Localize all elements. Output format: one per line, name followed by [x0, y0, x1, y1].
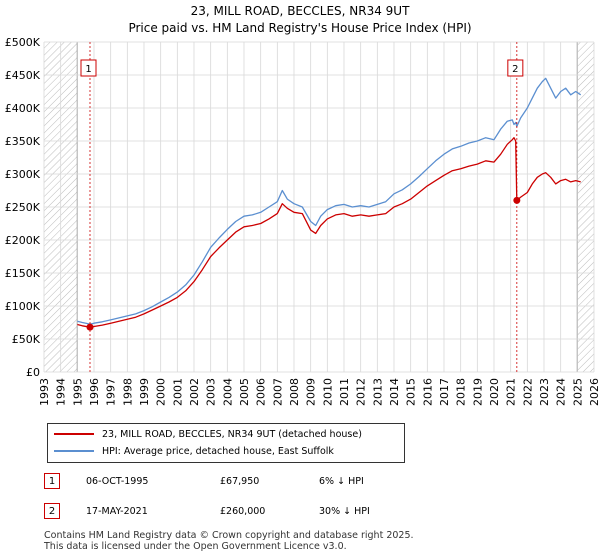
x-tick-label: 2022 [521, 378, 534, 406]
x-tick-label: 2000 [155, 378, 168, 406]
x-tick-label: 2014 [388, 378, 401, 406]
legend-item-property: 23, MILL ROAD, BECCLES, NR34 9UT (detach… [54, 427, 362, 443]
marker-box-1 [80, 59, 97, 77]
y-tick-label: £400K [5, 102, 41, 115]
y-tick-label: £300K [5, 168, 41, 181]
legend-label-hpi: HPI: Average price, detached house, East… [102, 446, 334, 457]
x-tick-label: 2018 [455, 378, 468, 406]
x-tick-label: 2006 [255, 378, 268, 406]
property-price-line [77, 137, 581, 328]
x-tick-label: 2007 [271, 378, 284, 406]
y-tick-label: £50K [12, 333, 41, 346]
y-tick-label: £350K [5, 135, 41, 148]
chart-title: 23, MILL ROAD, BECCLES, NR34 9UT [190, 4, 410, 18]
sale-point-1 [86, 323, 94, 331]
x-tick-label: 1994 [55, 378, 68, 406]
x-tick-label: 2001 [171, 378, 184, 406]
legend: 23, MILL ROAD, BECCLES, NR34 9UT (detach… [47, 423, 405, 463]
transaction-number: 2 [44, 503, 60, 519]
x-tick-label: 2020 [488, 378, 501, 406]
hpi-line [77, 77, 582, 325]
x-tick-label: 2004 [221, 378, 234, 406]
x-tick-label: 2011 [338, 378, 351, 406]
x-tick-label: 1998 [121, 378, 134, 406]
transaction-price: £67,950 [220, 476, 260, 487]
x-tick-label: 2026 [588, 378, 600, 406]
x-tick-label: 2009 [305, 378, 318, 406]
x-tick-label: 1993 [38, 378, 51, 406]
marker-label-1: 1 [85, 64, 91, 75]
marker-label-2: 2 [512, 64, 518, 75]
y-tick-label: £0 [26, 366, 40, 379]
y-tick-label: £200K [5, 234, 41, 247]
x-tick-label: 1996 [88, 378, 101, 406]
legend-label-property: 23, MILL ROAD, BECCLES, NR34 9UT (detach… [102, 429, 362, 440]
x-tick-label: 2005 [238, 378, 251, 406]
x-tick-label: 2003 [205, 378, 218, 406]
x-tick-label: 2019 [471, 378, 484, 406]
transaction-date: 06-OCT-1995 [86, 476, 149, 487]
x-tick-label: 1995 [71, 378, 84, 406]
x-tick-label: 2016 [421, 378, 434, 406]
transaction-hpi-diff: 6% ↓ HPI [319, 476, 364, 487]
x-tick-label: 2015 [405, 378, 418, 406]
x-tick-label: 2025 [571, 378, 584, 406]
x-tick-label: 2017 [438, 378, 451, 406]
transaction-number: 1 [44, 473, 60, 489]
footer-copyright: Contains HM Land Registry data © Crown c… [44, 530, 414, 541]
y-tick-label: £250K [5, 201, 41, 214]
x-tick-label: 2024 [555, 378, 568, 406]
chart-title-block: 23, MILL ROAD, BECCLES, NR34 9UT Price p… [0, 3, 600, 37]
legend-item-hpi: HPI: Average price, detached house, East… [54, 444, 334, 460]
price-chart: 1 2 £0 £50K £100K £150K £200K £250K £300K £350K £… [5, 36, 600, 406]
x-tick-label: 2002 [188, 378, 201, 406]
transaction-price: £260,000 [220, 506, 266, 517]
legend-swatch-hpi [54, 449, 94, 452]
transaction-date: 17-MAY-2021 [86, 506, 148, 517]
x-tick-label: 2021 [505, 378, 518, 406]
marker-box-2 [507, 59, 524, 77]
x-tick-label: 2013 [371, 378, 384, 406]
sale-point-2 [513, 196, 521, 204]
y-tick-label: £500K [5, 36, 41, 49]
legend-swatch-property [54, 432, 94, 435]
chart-subtitle: Price paid vs. HM Land Registry's House … [128, 21, 472, 35]
y-tick-label: £150K [5, 267, 41, 280]
transaction-hpi-diff: 30% ↓ HPI [319, 506, 370, 517]
x-tick-label: 2012 [355, 378, 368, 406]
x-tick-label: 2010 [321, 378, 334, 406]
x-tick-label: 2023 [538, 378, 551, 406]
y-tick-label: £450K [5, 69, 41, 82]
x-tick-label: 1999 [138, 378, 151, 406]
x-tick-label: 2008 [288, 378, 301, 406]
footer: Contains HM Land Registry data © Crown c… [44, 530, 584, 552]
footer-license: This data is licensed under the Open Gov… [44, 541, 347, 552]
x-tick-label: 1997 [105, 378, 118, 406]
y-tick-label: £100K [5, 300, 41, 313]
